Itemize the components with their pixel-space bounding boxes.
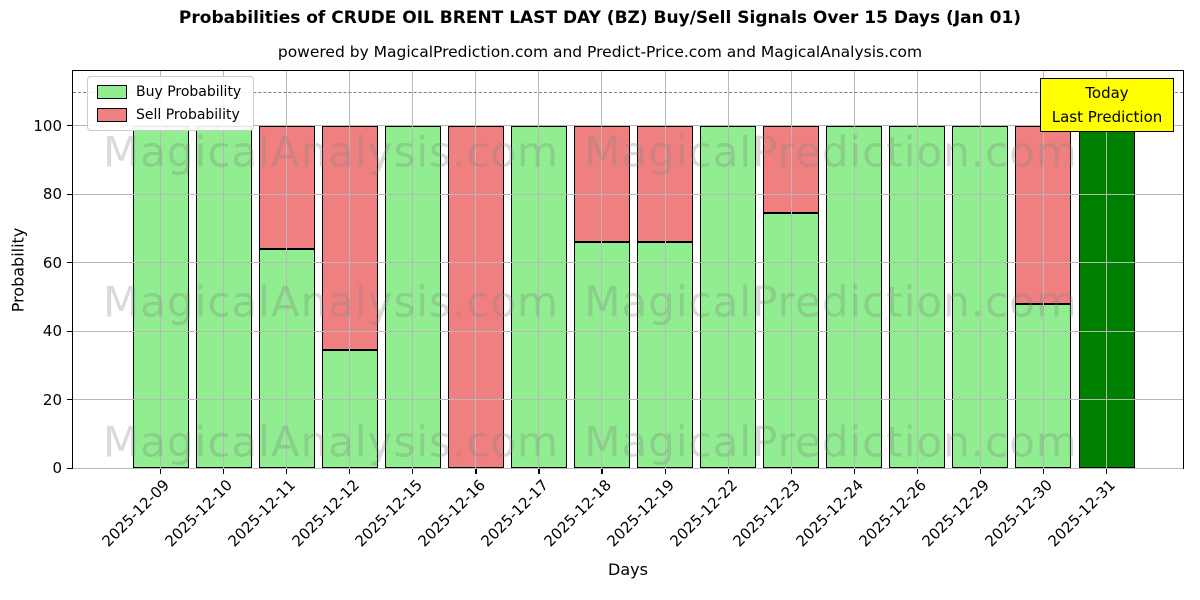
y-gridline [73, 262, 1183, 264]
x-tick-mark [853, 469, 855, 474]
watermark-magicalanalysis: MagicalAnalysis.com [103, 277, 559, 327]
buy-probability-label: Buy Probability [136, 84, 242, 100]
watermark-magicalprediction: MagicalPrediction.com [584, 417, 1078, 467]
x-tick-label: 2025-12-18 [540, 476, 615, 551]
watermark-magicalanalysis: MagicalAnalysis.com [103, 127, 559, 177]
watermark-magicalprediction: MagicalPrediction.com [584, 277, 1078, 327]
x-tick-mark [223, 469, 225, 474]
x-tick-mark [538, 469, 540, 474]
x-tick-mark [1042, 469, 1045, 474]
dashed-guide-line [73, 91, 1183, 93]
x-gridline [412, 71, 414, 468]
chart-subtitle: powered by MagicalPrediction.com and Pre… [277, 43, 923, 61]
x-tick-label: 2025-12-09 [98, 476, 174, 551]
y-tick-label: 20 [42, 390, 62, 409]
watermark-layer: MagicalAnalysis.com MagicalPrediction.com… [73, 71, 1183, 468]
x-tick-mark [412, 469, 414, 474]
x-tick-label: 2025-12-26 [855, 476, 931, 551]
x-tick-label: 2025-12-19 [603, 476, 678, 551]
x-tick-mark [475, 469, 477, 474]
x-gridline [349, 71, 351, 468]
x-gridline [538, 71, 540, 468]
y-gridline [73, 467, 1183, 469]
legend-row-buy: Buy Probability [97, 84, 241, 100]
x-gridline [286, 71, 288, 468]
x-gridline [727, 71, 729, 468]
watermark-magicalanalysis: MagicalAnalysis.com [103, 417, 559, 467]
x-gridline [790, 71, 792, 468]
y-gridline [73, 399, 1183, 401]
x-gridline [475, 71, 477, 468]
buy-probability-swatch [97, 85, 127, 99]
x-axis-label: Days [608, 560, 648, 579]
y-tick-mark [67, 125, 72, 127]
x-tick-label: 2025-12-24 [792, 476, 868, 551]
plot-area: MagicalAnalysis.com MagicalPrediction.com… [72, 70, 1184, 469]
y-tick-label: 40 [42, 322, 62, 341]
y-tick-mark [67, 262, 72, 264]
x-tick-label: 2025-12-17 [477, 476, 552, 551]
y-tick-label: 80 [42, 185, 62, 204]
legend-row-sell: Sell Probability [97, 107, 241, 123]
sell-probability-label: Sell Probability [136, 107, 240, 123]
x-tick-mark [601, 469, 603, 474]
x-tick-mark [727, 469, 729, 474]
x-tick-mark [664, 469, 666, 474]
x-gridline [223, 71, 225, 468]
x-tick-mark [1106, 469, 1108, 474]
grid-layer [73, 71, 1183, 469]
x-gridline [853, 71, 855, 468]
x-tick-label: 2025-12-22 [666, 476, 741, 551]
today-label: Today [1085, 84, 1129, 102]
y-tick-label: 60 [42, 253, 62, 272]
x-tick-mark [160, 469, 162, 474]
y-gridline [73, 125, 1183, 127]
today-last-prediction-callout: Today Last Prediction [1040, 78, 1174, 132]
y-tick-mark [67, 399, 72, 401]
y-tick-label: 0 [52, 459, 62, 477]
x-tick-label: 2025-12-29 [918, 476, 994, 551]
y-gridline [73, 330, 1183, 332]
x-tick-mark [349, 469, 351, 474]
chart-title: Probabilities of CRUDE OIL BRENT LAST DA… [178, 8, 1022, 28]
x-tick-mark [979, 469, 982, 474]
x-tick-mark [790, 469, 792, 474]
y-tick-mark [67, 467, 72, 469]
y-tick-mark [67, 330, 72, 332]
x-tick-label: 2025-12-11 [224, 476, 300, 551]
x-gridline [664, 71, 666, 468]
legend: Buy Probability Sell Probability [87, 76, 255, 131]
sell-probability-swatch [97, 108, 127, 122]
y-tick-mark [67, 193, 72, 195]
x-gridline [1106, 71, 1108, 468]
x-gridline [160, 71, 161, 468]
x-tick-mark [286, 469, 288, 474]
x-gridline [916, 71, 918, 468]
x-tick-label: 2025-12-30 [981, 476, 1057, 551]
y-tick-label: 100 [33, 116, 62, 135]
x-gridline [1042, 71, 1044, 468]
x-tick-label: 2025-12-23 [729, 476, 804, 551]
y-gridline [73, 193, 1183, 195]
watermark-magicalprediction: MagicalPrediction.com [584, 127, 1078, 177]
x-gridline [601, 71, 603, 468]
x-tick-label: 2025-12-16 [414, 476, 489, 551]
last-prediction-label: Last Prediction [1051, 108, 1163, 126]
x-tick-label: 2025-12-12 [288, 476, 363, 551]
x-tick-label: 2025-12-31 [1044, 476, 1120, 551]
x-tick-mark [916, 469, 919, 474]
x-gridline [979, 71, 981, 468]
